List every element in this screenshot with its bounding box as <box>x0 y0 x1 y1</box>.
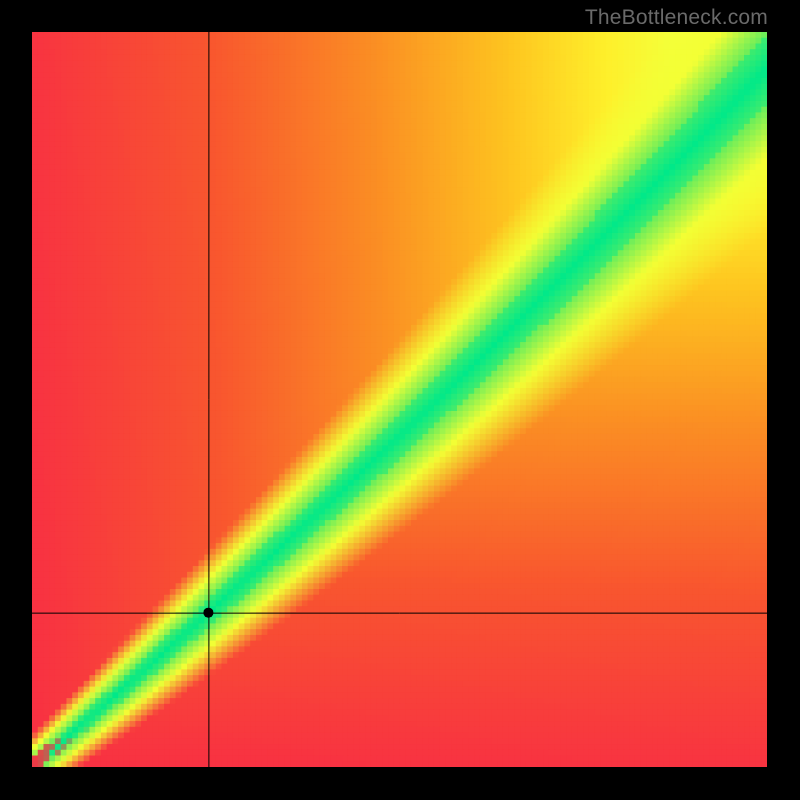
heatmap-plot <box>32 32 767 767</box>
heatmap-canvas <box>32 32 767 767</box>
watermark-text: TheBottleneck.com <box>585 6 768 30</box>
